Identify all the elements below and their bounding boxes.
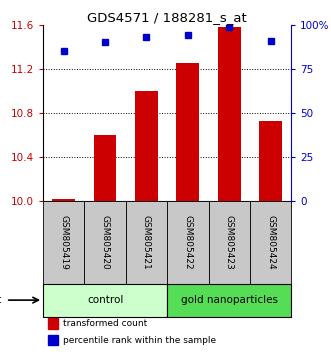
Bar	[43, 284, 167, 316]
Bar	[209, 201, 250, 284]
Bar	[167, 284, 291, 316]
Text: GSM805419: GSM805419	[59, 215, 68, 270]
Bar	[94, 135, 117, 201]
Bar	[259, 121, 282, 201]
Bar	[218, 27, 241, 201]
Text: transformed count: transformed count	[63, 319, 147, 328]
Bar	[48, 318, 58, 329]
Text: GSM805422: GSM805422	[183, 215, 192, 270]
Text: GSM805421: GSM805421	[142, 215, 151, 270]
Bar	[126, 201, 167, 284]
Text: GSM805423: GSM805423	[225, 215, 234, 270]
Bar	[48, 335, 58, 346]
Text: percentile rank within the sample: percentile rank within the sample	[63, 336, 216, 345]
Bar	[43, 201, 84, 284]
Text: GSM805420: GSM805420	[101, 215, 110, 270]
Text: control: control	[87, 295, 123, 305]
Bar	[176, 63, 199, 201]
Text: gold nanoparticles: gold nanoparticles	[181, 295, 278, 305]
Bar	[135, 91, 158, 201]
Text: agent: agent	[0, 295, 2, 305]
Bar	[167, 201, 209, 284]
Text: GSM805424: GSM805424	[266, 215, 275, 270]
Bar	[84, 201, 126, 284]
Bar	[52, 199, 75, 201]
Title: GDS4571 / 188281_s_at: GDS4571 / 188281_s_at	[87, 11, 247, 24]
Bar	[250, 201, 291, 284]
